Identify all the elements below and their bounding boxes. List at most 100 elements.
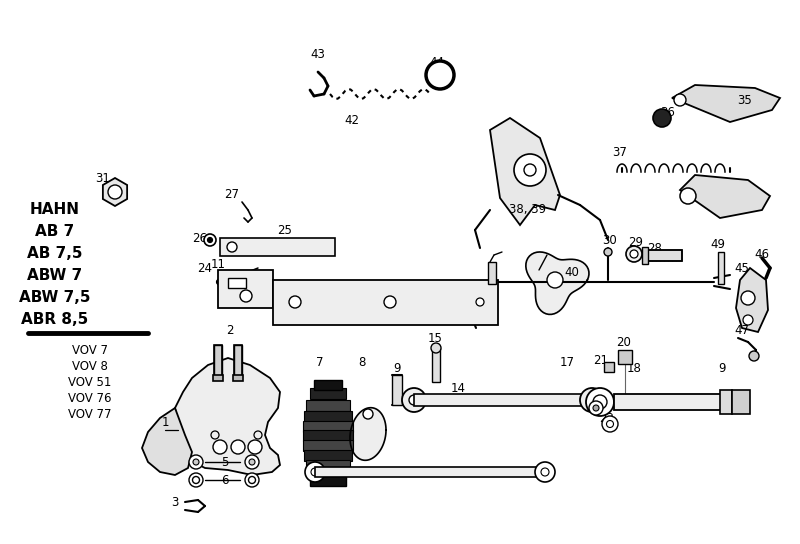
Circle shape: [476, 298, 484, 306]
Circle shape: [213, 440, 227, 454]
Text: 41: 41: [479, 287, 494, 300]
Polygon shape: [736, 268, 768, 332]
Circle shape: [189, 455, 203, 469]
Circle shape: [524, 164, 536, 176]
Bar: [644, 250, 682, 261]
Bar: [310, 468, 346, 479]
Polygon shape: [103, 178, 127, 206]
Bar: [618, 350, 632, 364]
Bar: [214, 345, 222, 377]
Text: 21: 21: [594, 354, 609, 367]
Text: ABW 7,5: ABW 7,5: [19, 290, 90, 306]
Polygon shape: [490, 118, 560, 225]
Circle shape: [680, 188, 696, 204]
Circle shape: [514, 154, 546, 186]
Text: 3: 3: [171, 496, 178, 509]
Circle shape: [248, 440, 262, 454]
Bar: [234, 345, 242, 377]
Circle shape: [604, 248, 612, 256]
Bar: [233, 375, 243, 381]
Bar: [720, 390, 732, 414]
Text: 11: 11: [287, 292, 302, 305]
Text: AB 7: AB 7: [35, 225, 74, 239]
Bar: [303, 430, 353, 441]
Bar: [392, 375, 402, 405]
Text: 5: 5: [222, 455, 229, 468]
Bar: [432, 348, 440, 382]
Circle shape: [189, 473, 203, 487]
Circle shape: [535, 462, 555, 482]
Text: 27: 27: [225, 189, 239, 201]
Circle shape: [402, 388, 426, 412]
Polygon shape: [526, 252, 589, 314]
Text: 29: 29: [629, 236, 643, 249]
Text: VOV 77: VOV 77: [68, 407, 112, 421]
Text: 2: 2: [226, 324, 234, 337]
Text: VOV 8: VOV 8: [72, 360, 108, 373]
Circle shape: [741, 291, 755, 305]
Bar: [315, 467, 545, 477]
Bar: [214, 345, 222, 377]
Bar: [310, 476, 346, 486]
Text: 22: 22: [582, 393, 598, 406]
Text: ABR 8,5: ABR 8,5: [22, 312, 89, 327]
Circle shape: [653, 109, 671, 127]
Text: 42: 42: [345, 114, 359, 127]
Text: 24: 24: [198, 262, 213, 275]
Circle shape: [249, 459, 255, 465]
Circle shape: [426, 61, 454, 89]
Text: 23: 23: [599, 411, 614, 424]
Bar: [303, 421, 353, 432]
Circle shape: [193, 477, 199, 484]
Text: 45: 45: [734, 262, 750, 275]
Polygon shape: [175, 358, 280, 475]
Circle shape: [108, 185, 122, 199]
Bar: [718, 252, 724, 284]
Circle shape: [749, 351, 759, 361]
Bar: [732, 390, 750, 414]
Text: 9: 9: [394, 362, 401, 374]
Bar: [228, 278, 246, 288]
Circle shape: [240, 290, 252, 302]
Text: 18: 18: [626, 362, 642, 374]
Bar: [644, 250, 682, 261]
Circle shape: [431, 343, 441, 353]
Polygon shape: [680, 175, 770, 218]
Text: 15: 15: [427, 331, 442, 344]
Circle shape: [587, 395, 597, 405]
Bar: [304, 450, 352, 461]
Bar: [604, 362, 614, 372]
Text: 6: 6: [222, 473, 229, 486]
Text: 40: 40: [565, 265, 579, 279]
Bar: [213, 375, 223, 381]
Bar: [488, 262, 496, 284]
Circle shape: [245, 455, 259, 469]
Circle shape: [541, 468, 549, 476]
Bar: [303, 440, 353, 451]
Circle shape: [593, 405, 599, 411]
Text: 30: 30: [602, 233, 618, 246]
Circle shape: [593, 395, 607, 409]
Circle shape: [289, 296, 301, 308]
Circle shape: [674, 94, 686, 106]
Text: 9: 9: [718, 362, 726, 374]
Text: ABW 7: ABW 7: [27, 269, 82, 283]
Circle shape: [580, 388, 604, 412]
Text: VOV 76: VOV 76: [68, 392, 112, 405]
Text: 7: 7: [316, 355, 324, 368]
Text: HAHN: HAHN: [30, 202, 80, 218]
Bar: [306, 460, 350, 471]
Bar: [306, 400, 350, 411]
Circle shape: [363, 409, 373, 419]
Bar: [218, 270, 273, 308]
Text: 31: 31: [95, 171, 110, 184]
Text: 37: 37: [613, 145, 627, 158]
Bar: [414, 394, 592, 406]
Text: 44: 44: [430, 55, 445, 69]
Bar: [304, 411, 352, 422]
Bar: [614, 394, 722, 410]
Text: 17: 17: [559, 356, 574, 369]
Circle shape: [384, 296, 396, 308]
Circle shape: [231, 440, 245, 454]
Text: 12: 12: [373, 466, 387, 479]
